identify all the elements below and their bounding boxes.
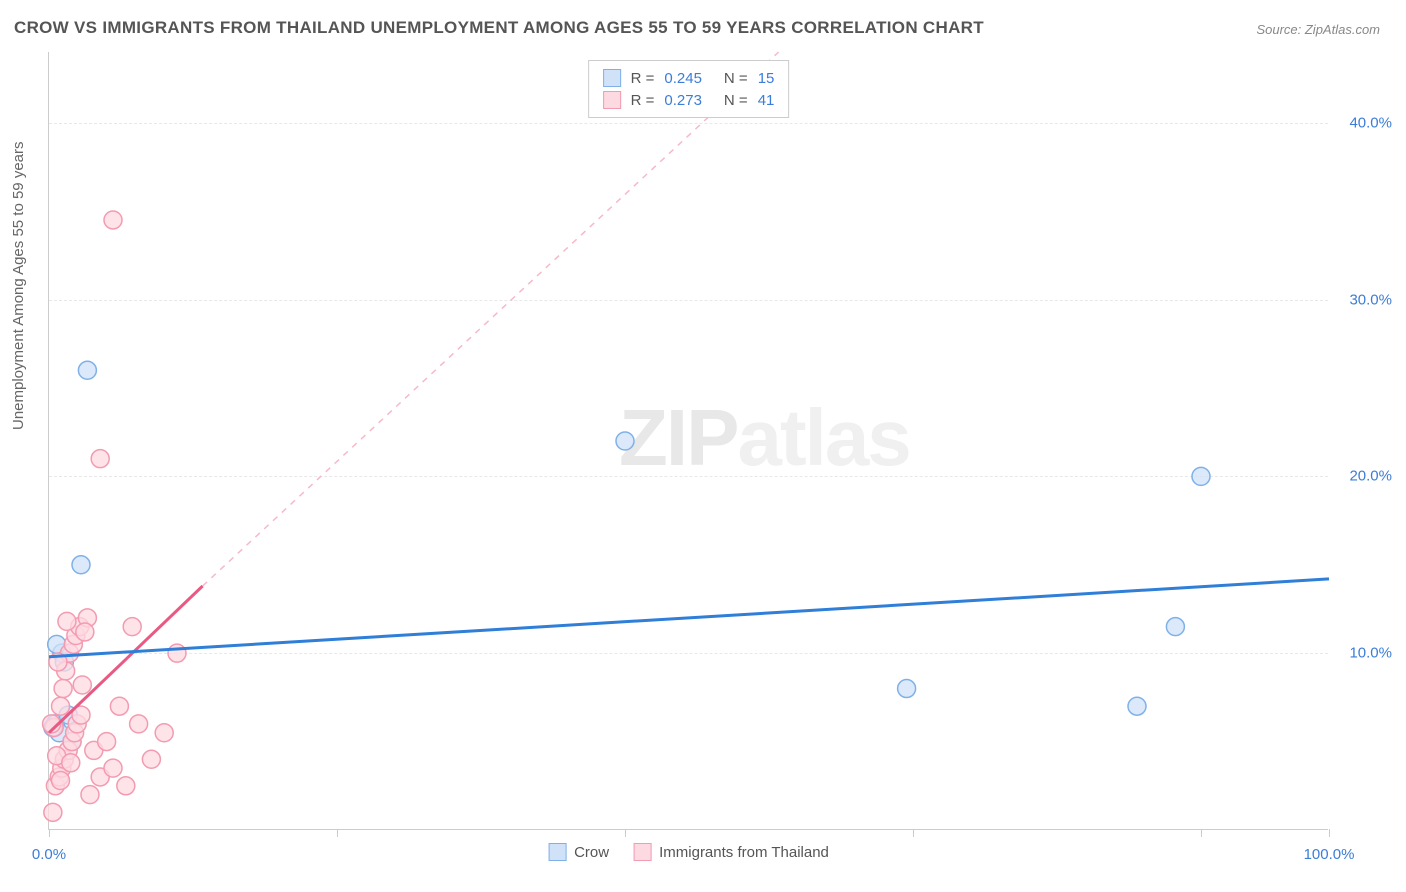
legend-bottom: Crow Immigrants from Thailand <box>548 843 829 861</box>
data-point <box>616 432 634 450</box>
data-point <box>62 754 80 772</box>
r-value-crow: 0.245 <box>664 70 702 87</box>
r-label: R = <box>631 70 655 87</box>
trend-line <box>203 52 779 586</box>
y-axis-label: Unemployment Among Ages 55 to 59 years <box>10 141 27 430</box>
legend-top: R = 0.245 N = 15 R = 0.273 N = 41 <box>588 60 790 118</box>
data-point <box>54 680 72 698</box>
data-point <box>52 771 70 789</box>
y-tick-label: 20.0% <box>1349 468 1392 485</box>
legend-top-row-2: R = 0.273 N = 41 <box>603 89 775 111</box>
r-value-thailand: 0.273 <box>664 92 702 109</box>
plot-area: ZIPatlas 10.0%20.0%30.0%40.0% 0.0%100.0%… <box>48 52 1328 830</box>
legend-swatch <box>548 843 566 861</box>
data-point <box>76 623 94 641</box>
x-tick-label: 0.0% <box>32 846 66 863</box>
x-tick <box>625 829 626 837</box>
data-point <box>1192 467 1210 485</box>
legend-top-row-1: R = 0.245 N = 15 <box>603 67 775 89</box>
data-point <box>104 759 122 777</box>
x-tick <box>1329 829 1330 837</box>
data-point <box>155 724 173 742</box>
data-point <box>898 680 916 698</box>
data-point <box>117 777 135 795</box>
data-point <box>44 803 62 821</box>
legend-label: Crow <box>574 844 609 861</box>
data-point <box>130 715 148 733</box>
data-point <box>58 612 76 630</box>
x-tick <box>1201 829 1202 837</box>
n-value-crow: 15 <box>758 70 775 87</box>
data-point <box>110 697 128 715</box>
y-tick-label: 40.0% <box>1349 114 1392 131</box>
source-label: Source: ZipAtlas.com <box>1256 22 1380 37</box>
data-point <box>72 556 90 574</box>
swatch-thailand <box>603 91 621 109</box>
legend-item: Crow <box>548 843 609 861</box>
n-label: N = <box>724 92 748 109</box>
chart-title: CROW VS IMMIGRANTS FROM THAILAND UNEMPLO… <box>14 18 984 38</box>
legend-item: Immigrants from Thailand <box>633 843 829 861</box>
x-tick <box>337 829 338 837</box>
data-point <box>73 676 91 694</box>
data-point <box>91 450 109 468</box>
data-point <box>1166 618 1184 636</box>
data-point <box>78 361 96 379</box>
x-tick <box>49 829 50 837</box>
data-point <box>123 618 141 636</box>
r-label: R = <box>631 92 655 109</box>
data-point <box>98 733 116 751</box>
scatter-svg <box>49 52 1328 829</box>
x-tick <box>913 829 914 837</box>
data-point <box>81 786 99 804</box>
data-point <box>168 644 186 662</box>
data-point <box>142 750 160 768</box>
data-point <box>1128 697 1146 715</box>
y-tick-label: 10.0% <box>1349 645 1392 662</box>
data-point <box>104 211 122 229</box>
data-point <box>52 697 70 715</box>
n-label: N = <box>724 70 748 87</box>
legend-swatch <box>633 843 651 861</box>
x-tick-label: 100.0% <box>1304 846 1355 863</box>
y-tick-label: 30.0% <box>1349 291 1392 308</box>
legend-label: Immigrants from Thailand <box>659 844 829 861</box>
swatch-crow <box>603 69 621 87</box>
trend-line <box>49 579 1329 657</box>
n-value-thailand: 41 <box>758 92 775 109</box>
